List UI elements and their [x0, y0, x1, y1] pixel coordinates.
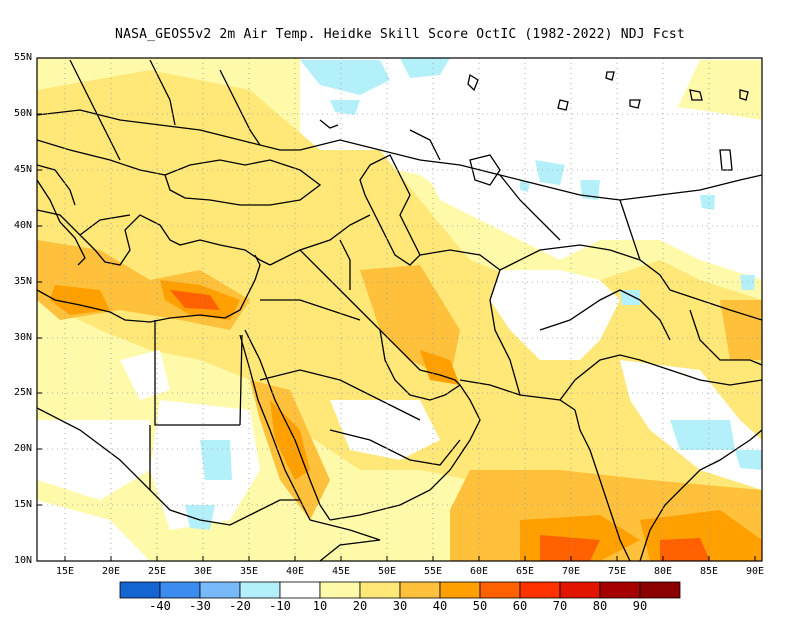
lat-label: 35N — [13, 276, 32, 287]
colorbar-box — [519, 581, 561, 599]
colorbar-box — [159, 581, 201, 599]
lon-label: 50E — [377, 566, 397, 577]
lat-label: 45N — [13, 164, 32, 175]
colorbar-box — [439, 581, 481, 599]
colorbar-label: -20 — [229, 599, 251, 613]
lat-label: 20N — [13, 443, 32, 454]
coastlines — [37, 59, 762, 561]
colorbar-label: 30 — [392, 599, 408, 613]
lat-label: 10N — [13, 555, 32, 566]
graticule — [37, 58, 762, 561]
colorbar-label: -40 — [149, 599, 171, 613]
lon-label: 45E — [331, 566, 351, 577]
lon-label: 60E — [469, 566, 489, 577]
lon-label: 20E — [101, 566, 121, 577]
lat-label: 15N — [13, 499, 32, 510]
colorbar-label: 40 — [432, 599, 448, 613]
colorbar-box — [559, 581, 601, 599]
lon-label: 35E — [239, 566, 259, 577]
lat-label: 55N — [13, 52, 32, 63]
lat-label: 30N — [13, 332, 32, 343]
colorbar-box — [279, 581, 321, 599]
map-frame — [36, 57, 763, 562]
colorbar-label: 20 — [352, 599, 368, 613]
lon-label: 85E — [699, 566, 719, 577]
colorbar — [119, 581, 681, 599]
colorbar-box — [399, 581, 441, 599]
colorbar-box — [239, 581, 281, 599]
colorbar-box — [359, 581, 401, 599]
lat-label: 50N — [13, 108, 32, 119]
colorbar-label: 70 — [552, 599, 568, 613]
colorbar-label: -30 — [189, 599, 211, 613]
lon-label: 70E — [561, 566, 581, 577]
lat-label: 40N — [13, 220, 32, 231]
colorbar-label: 60 — [512, 599, 528, 613]
colorbar-box — [639, 581, 681, 599]
skill-shading — [37, 58, 762, 561]
lon-label: 30E — [193, 566, 213, 577]
lon-label: 55E — [423, 566, 443, 577]
colorbar-box — [479, 581, 521, 599]
colorbar-label: 50 — [472, 599, 488, 613]
lon-label: 75E — [607, 566, 627, 577]
axis-ticks — [37, 57, 756, 561]
lon-label: 40E — [285, 566, 305, 577]
colorbar-box — [199, 581, 241, 599]
colorbar-label: -10 — [269, 599, 291, 613]
lon-label: 65E — [515, 566, 535, 577]
colorbar-label: 10 — [312, 599, 328, 613]
colorbar-box — [119, 581, 161, 599]
colorbar-label: 80 — [592, 599, 608, 613]
lon-label: 90E — [745, 566, 765, 577]
colorbar-label: 90 — [632, 599, 648, 613]
lat-label: 25N — [13, 387, 32, 398]
colorbar-box — [319, 581, 361, 599]
lon-label: 15E — [55, 566, 75, 577]
lon-label: 25E — [147, 566, 167, 577]
colorbar-box — [599, 581, 641, 599]
map-title: NASA_GEOS5v2 2m Air Temp. Heidke Skill S… — [115, 27, 685, 42]
lon-label: 80E — [653, 566, 673, 577]
